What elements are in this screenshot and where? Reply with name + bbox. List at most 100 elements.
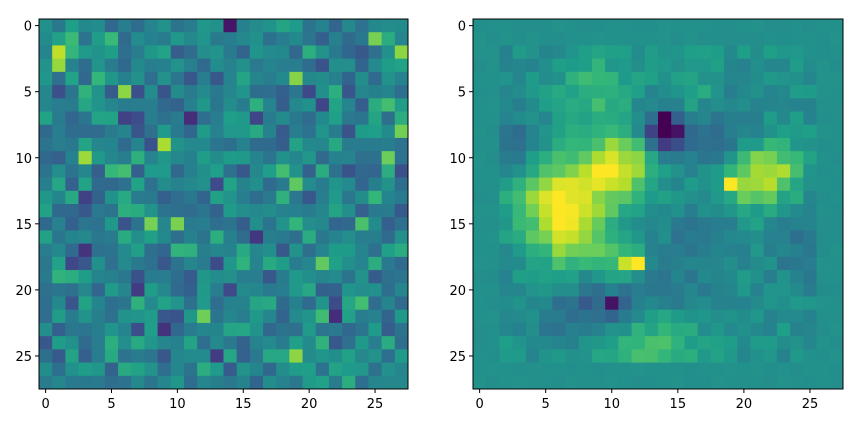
heatmap-cell [263, 164, 277, 178]
heatmap-cell [368, 230, 383, 245]
heatmap-cell [737, 98, 751, 112]
heatmap-cell [236, 270, 251, 284]
heatmap-cell [144, 19, 159, 33]
heatmap-cell [104, 177, 119, 192]
heatmap-cell [302, 32, 317, 46]
heatmap-cell [829, 336, 844, 350]
heatmap-cell [829, 322, 844, 337]
heatmap-cell [499, 336, 514, 350]
heatmap-cell [829, 309, 844, 324]
heatmap-cell [118, 309, 132, 324]
heatmap-cell [697, 137, 712, 152]
heatmap-cell [790, 243, 804, 258]
heatmap-cell [78, 296, 93, 311]
heatmap-cell [499, 190, 514, 205]
heatmap-cell [197, 164, 211, 178]
heatmap-cell [763, 204, 778, 218]
heatmap-cell [816, 283, 831, 297]
heatmap-cell [486, 137, 500, 152]
heatmap-cell [631, 204, 646, 218]
heatmap-cell [91, 137, 106, 152]
heatmap-cell [671, 217, 685, 231]
heatmap-cell [710, 19, 725, 33]
heatmap-cell [236, 19, 251, 33]
heatmap-cell [104, 309, 119, 324]
heatmap-cell [52, 283, 66, 297]
heatmap-cell [539, 336, 553, 350]
heatmap-cell [223, 362, 238, 377]
heatmap-cell [790, 85, 804, 99]
heatmap-cell [381, 111, 396, 126]
heatmap-cell [342, 349, 356, 363]
heatmap-cell [78, 111, 93, 126]
heatmap-cell [65, 85, 79, 99]
heatmap-cell [750, 137, 765, 152]
heatmap-cell [65, 137, 79, 152]
heatmap-cell [829, 283, 844, 297]
heatmap-cell [618, 151, 632, 165]
heatmap-cell [750, 256, 765, 271]
heatmap-cell [499, 137, 514, 152]
heatmap-cell [816, 45, 831, 60]
heatmap-cell [368, 124, 383, 139]
heatmap-cell [263, 177, 277, 192]
heatmap-cell [750, 349, 765, 363]
heatmap-cell [236, 190, 251, 205]
heatmap-cell [197, 217, 211, 231]
heatmap-cell [315, 71, 330, 86]
y-tick-label: 25 [449, 350, 466, 365]
heatmap-cell [183, 98, 198, 112]
heatmap-cell [104, 58, 119, 73]
heatmap-cell [236, 217, 251, 231]
heatmap-cell [776, 71, 791, 86]
heatmap-cell [368, 336, 383, 350]
heatmap-cell [183, 336, 198, 350]
heatmap-cell [565, 362, 580, 377]
heatmap-cell [197, 71, 211, 86]
heatmap-cell [618, 164, 632, 178]
heatmap-cell [552, 230, 566, 245]
heatmap-cell [104, 349, 119, 363]
heatmap-cell [223, 243, 238, 258]
heatmap-cell [52, 98, 66, 112]
heatmap-cell [368, 256, 383, 271]
heatmap-cell [157, 322, 172, 337]
heatmap-cell [631, 230, 646, 245]
heatmap-cell [512, 98, 527, 112]
heatmap-cell [803, 204, 817, 218]
heatmap-cell [512, 204, 527, 218]
heatmap-cell [210, 177, 224, 192]
heatmap-cell [697, 375, 712, 390]
heatmap-cell [144, 137, 159, 152]
heatmap-cell [263, 256, 277, 271]
heatmap-cell [776, 270, 791, 284]
heatmap-cell [618, 124, 632, 139]
heatmap-cell [539, 19, 553, 33]
heatmap-cell [578, 98, 593, 112]
heatmap-cell [144, 349, 159, 363]
heatmap-cell [381, 336, 396, 350]
heatmap-cell [565, 296, 580, 311]
heatmap-cell [118, 45, 132, 60]
heatmap-cell [104, 243, 119, 258]
heatmap-cell [223, 45, 238, 60]
heatmap-cell [78, 85, 93, 99]
heatmap-cell [829, 296, 844, 311]
heatmap-cell [289, 124, 303, 139]
heatmap-cell [750, 270, 765, 284]
heatmap-cell [91, 309, 106, 324]
heatmap-cell [473, 32, 487, 46]
heatmap-cell [803, 336, 817, 350]
heatmap-cell [223, 296, 238, 311]
heatmap-cell [78, 243, 93, 258]
heatmap-cell [249, 362, 264, 377]
heatmap-cell [724, 375, 738, 390]
heatmap-cell [368, 177, 383, 192]
heatmap-cell [249, 296, 264, 311]
heatmap-cell [394, 296, 409, 311]
heatmap-cell [118, 58, 132, 73]
heatmap-cell [78, 336, 93, 350]
heatmap-cell [486, 349, 500, 363]
heatmap-cell [605, 243, 619, 258]
heatmap-cell [263, 283, 277, 297]
